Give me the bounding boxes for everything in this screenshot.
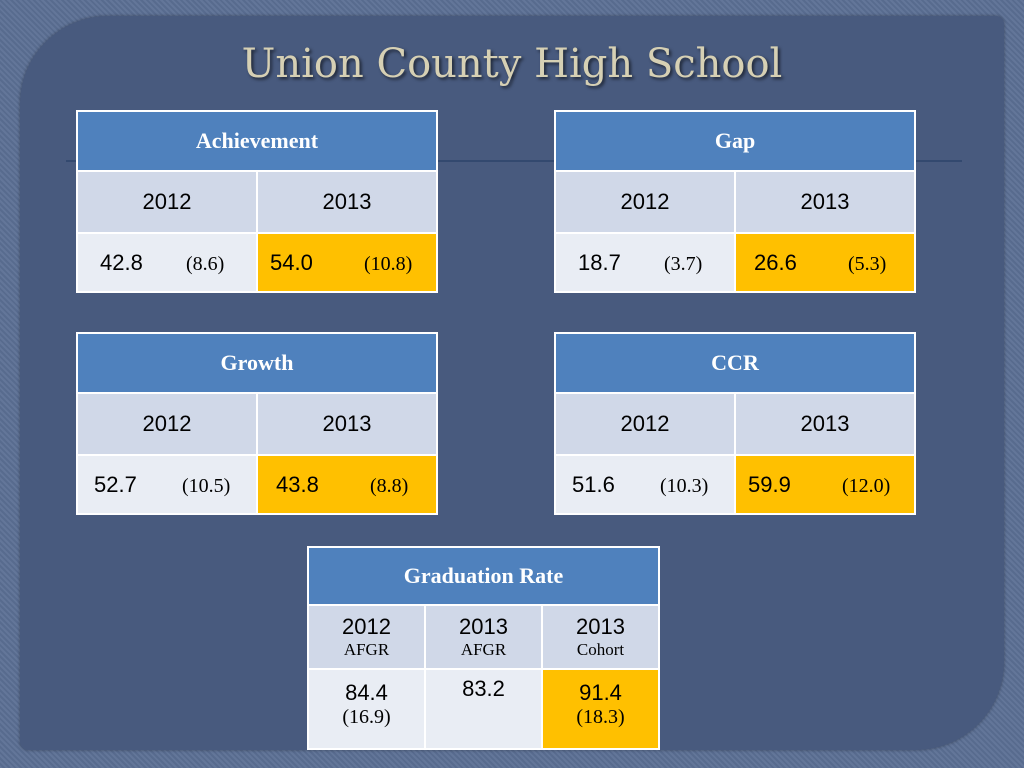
year-cell: 2013	[733, 392, 917, 456]
score-value: 91.4	[579, 680, 622, 705]
year-cell: 2013	[256, 170, 438, 234]
value-cell: 18.7 (3.7)	[554, 232, 736, 293]
score-paren: (12.0)	[842, 474, 891, 497]
table-header: Gap	[553, 110, 917, 172]
year-cell: 2012	[554, 170, 736, 234]
score-value: 18.7	[578, 249, 621, 275]
title-divider	[66, 160, 962, 162]
value-cell: 83.2	[424, 668, 543, 750]
score-value: 84.4	[345, 680, 388, 705]
achievement-table: Achievement 2012 2013 42.8 (8.6) 54.0 (10.…	[76, 110, 438, 293]
score-paren: (8.8)	[370, 474, 409, 497]
year-cell: 2012	[76, 392, 258, 456]
graduation-table: Graduation Rate 2012 AFGR 2013 AFGR 2013…	[306, 546, 661, 750]
year-cell: 2012	[554, 392, 736, 456]
year-cell: 2012 AFGR	[307, 604, 426, 670]
table-header: Achievement	[76, 110, 438, 172]
gap-table: Gap 2012 2013 18.7 (3.7) 26.6 (5.3)	[553, 110, 917, 293]
year-label: 2012	[342, 613, 391, 639]
year-cell: 2012	[76, 170, 258, 234]
year-label: 2013	[459, 613, 508, 639]
score-value: 43.8	[276, 471, 319, 497]
value-cell-highlight: 54.0 (10.8)	[256, 232, 438, 293]
value-cell: 52.7 (10.5)	[76, 454, 258, 515]
score-value: 51.6	[572, 471, 615, 497]
page-title: Union County High School	[241, 41, 783, 87]
year-cell: 2013 AFGR	[424, 604, 543, 670]
year-sublabel: AFGR	[343, 639, 390, 659]
score-paren: (10.5)	[182, 474, 231, 497]
value-cell-highlight: 26.6 (5.3)	[733, 232, 917, 293]
table-header: Growth	[76, 332, 438, 394]
score-value: 83.2	[462, 676, 505, 701]
table-header: Graduation Rate	[306, 546, 661, 606]
score-paren: (3.7)	[664, 252, 703, 275]
score-paren: (16.9)	[342, 706, 391, 728]
value-cell: 84.4 (16.9)	[307, 668, 426, 750]
year-cell: 2013 Cohort	[540, 604, 661, 670]
table-header: CCR	[553, 332, 917, 394]
year-sublabel: AFGR	[460, 639, 507, 659]
value-cell: 51.6 (10.3)	[554, 454, 736, 515]
value-cell: 42.8 (8.6)	[76, 232, 258, 293]
value-cell-highlight: 43.8 (8.8)	[256, 454, 438, 515]
score-value: 59.9	[748, 471, 791, 497]
growth-table: Growth 2012 2013 52.7 (10.5) 43.8 (8.8)	[76, 332, 438, 515]
year-cell: 2013	[256, 392, 438, 456]
year-sublabel: Cohort	[576, 639, 625, 659]
year-label: 2013	[576, 613, 625, 639]
score-paren: (10.8)	[364, 252, 413, 275]
score-value: 52.7	[94, 471, 137, 497]
score-paren: (8.6)	[186, 252, 225, 275]
value-cell-highlight: 91.4 (18.3)	[540, 668, 661, 750]
score-value: 26.6	[754, 249, 797, 275]
score-paren: (10.3)	[660, 474, 709, 497]
ccr-table: CCR 2012 2013 51.6 (10.3) 59.9 (12.0)	[553, 332, 917, 515]
score-paren: (18.3)	[576, 706, 625, 728]
value-cell-highlight: 59.9 (12.0)	[733, 454, 917, 515]
score-value: 42.8	[100, 249, 143, 275]
score-paren: (5.3)	[848, 252, 887, 275]
year-cell: 2013	[733, 170, 917, 234]
score-value: 54.0	[270, 249, 313, 275]
